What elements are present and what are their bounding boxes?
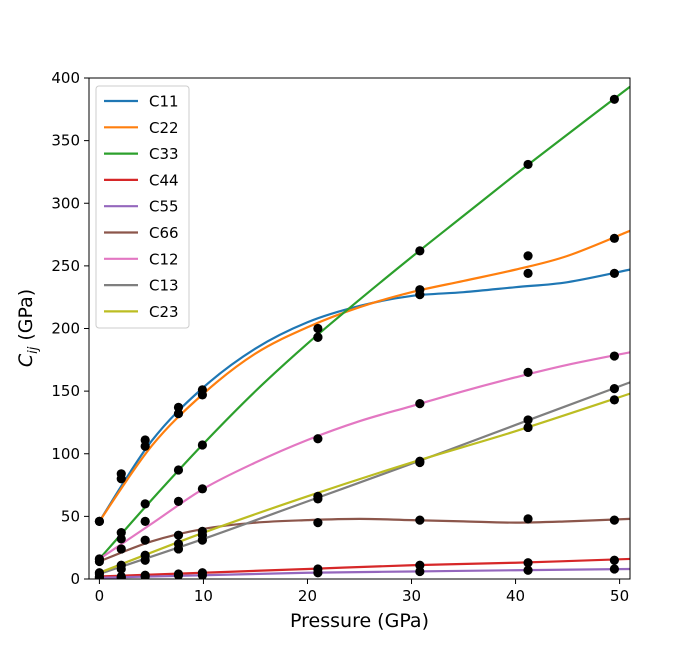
point-c55 bbox=[523, 565, 533, 575]
point-c22 bbox=[94, 516, 105, 526]
point-c22 bbox=[197, 390, 208, 400]
y-axis-ticks: 0 50 100 150 200 250 300 350 400 bbox=[51, 69, 89, 588]
x-tick-label: 10 bbox=[194, 587, 213, 605]
curve-c13 bbox=[99, 381, 630, 576]
legend-label-c12: C12 bbox=[149, 250, 179, 268]
point-c12 bbox=[140, 516, 150, 526]
point-c55 bbox=[173, 570, 184, 579]
point-c22 bbox=[609, 233, 619, 243]
legend-label-c55: C55 bbox=[149, 198, 179, 216]
point-c23 bbox=[197, 530, 208, 540]
point-c23 bbox=[313, 491, 323, 501]
x-tick-label: 0 bbox=[95, 587, 105, 605]
y-axis-label-subscript: ij bbox=[26, 346, 41, 354]
point-c33 bbox=[173, 465, 184, 475]
point-c33 bbox=[140, 499, 150, 509]
y-tick-label: 400 bbox=[51, 69, 80, 87]
legend-label-c23: C23 bbox=[149, 303, 179, 321]
point-c55 bbox=[313, 568, 323, 578]
point-c12 bbox=[197, 484, 208, 494]
point-c23 bbox=[415, 456, 425, 466]
point-c55 bbox=[140, 571, 150, 579]
point-c23 bbox=[173, 539, 184, 549]
point-c33 bbox=[609, 94, 619, 104]
y-tick-label: 0 bbox=[70, 570, 80, 588]
y-tick-label: 350 bbox=[51, 132, 80, 150]
point-c55 bbox=[609, 564, 619, 574]
point-c23 bbox=[94, 568, 105, 578]
y-axis-label-unit: (GPa) bbox=[15, 289, 37, 347]
point-c12 bbox=[609, 351, 619, 361]
y-tick-label: 150 bbox=[51, 382, 80, 400]
x-axis-label: Pressure (GPa) bbox=[290, 610, 429, 632]
legend: C11 C22 C33 C44 C55 C66 C12 C13 C23 bbox=[95, 85, 190, 329]
point-c55 bbox=[197, 570, 208, 579]
legend-label-c22: C22 bbox=[149, 119, 179, 137]
point-c33 bbox=[197, 440, 208, 450]
point-c12 bbox=[116, 534, 126, 544]
legend-box bbox=[95, 85, 190, 329]
point-c23 bbox=[140, 550, 150, 560]
legend-label-c33: C33 bbox=[149, 145, 179, 163]
x-tick-label: 30 bbox=[402, 587, 421, 605]
point-c33 bbox=[313, 332, 323, 342]
point-c12 bbox=[523, 367, 533, 377]
y-tick-label: 50 bbox=[61, 507, 80, 525]
x-axis-ticks: 0 10 20 30 40 50 bbox=[95, 579, 629, 605]
point-c22 bbox=[140, 441, 150, 451]
point-c12 bbox=[313, 434, 323, 444]
point-c66 bbox=[313, 518, 323, 528]
point-c66 bbox=[609, 515, 619, 525]
point-c66 bbox=[415, 515, 425, 525]
x-tick-label: 50 bbox=[610, 587, 629, 605]
x-tick-label: 40 bbox=[506, 587, 525, 605]
data-points bbox=[94, 94, 619, 579]
y-axis-label-base: C bbox=[15, 353, 37, 367]
point-c12 bbox=[94, 554, 105, 564]
point-c33 bbox=[415, 246, 425, 256]
point-c55 bbox=[116, 573, 126, 579]
point-c23 bbox=[609, 395, 619, 405]
point-c55 bbox=[415, 566, 425, 577]
y-axis-label: Cij (GPa) bbox=[15, 289, 41, 367]
point-c12 bbox=[173, 496, 184, 506]
y-tick-label: 100 bbox=[51, 445, 80, 463]
point-c13 bbox=[523, 415, 533, 425]
point-c22 bbox=[523, 251, 533, 261]
point-c33 bbox=[523, 159, 533, 170]
legend-label-c11: C11 bbox=[149, 93, 179, 111]
point-c13 bbox=[609, 384, 619, 394]
legend-label-c66: C66 bbox=[149, 224, 179, 242]
x-tick-label: 20 bbox=[298, 587, 317, 605]
point-c23 bbox=[116, 560, 126, 570]
point-c66 bbox=[173, 530, 184, 540]
point-c12 bbox=[415, 399, 425, 409]
y-tick-label: 250 bbox=[51, 257, 80, 275]
point-c66 bbox=[116, 544, 126, 554]
point-c11 bbox=[523, 268, 533, 278]
point-c66 bbox=[140, 535, 150, 545]
point-c11 bbox=[609, 268, 619, 278]
point-c22 bbox=[173, 409, 184, 419]
point-c23 bbox=[523, 422, 533, 433]
y-tick-label: 300 bbox=[51, 194, 80, 212]
point-c44 bbox=[523, 558, 533, 568]
point-c44 bbox=[609, 555, 619, 565]
legend-label-c44: C44 bbox=[149, 171, 179, 189]
legend-label-c13: C13 bbox=[149, 277, 179, 295]
point-c22 bbox=[116, 474, 126, 484]
y-tick-label: 200 bbox=[51, 320, 80, 338]
point-c66 bbox=[523, 514, 533, 524]
point-c11 bbox=[313, 323, 323, 334]
point-c22 bbox=[415, 285, 425, 295]
